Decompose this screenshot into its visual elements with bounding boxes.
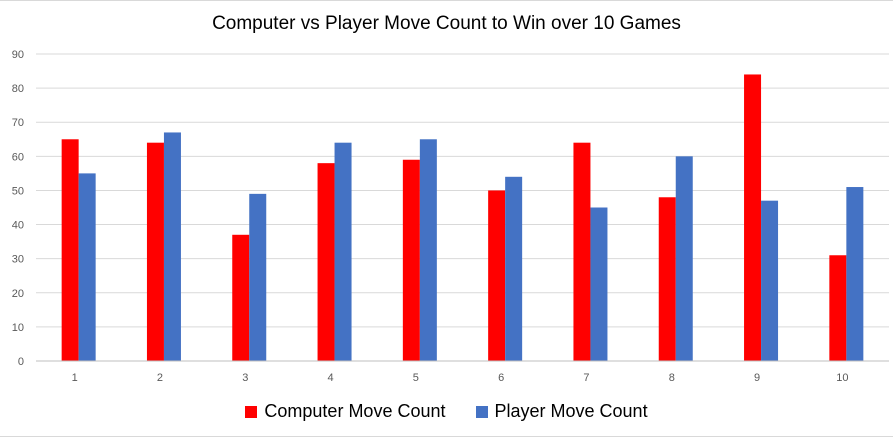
legend: Computer Move Count Player Move Count (0, 401, 893, 422)
bar-computer-game-4 (317, 163, 335, 361)
y-axis-tick-labels: 0 10 20 30 40 50 60 70 80 90 (12, 49, 24, 368)
x-tick-label-3: 3 (242, 372, 248, 384)
y-tick-label-90: 90 (12, 49, 24, 61)
x-tick-label-1: 1 (72, 372, 78, 384)
bar-player-game-4 (334, 142, 352, 361)
bar-player-game-1 (78, 173, 96, 361)
y-tick-label-70: 70 (12, 117, 24, 129)
bar-computer-game-9 (744, 74, 762, 361)
legend-item-computer: Computer Move Count (245, 401, 446, 422)
legend-swatch-player (475, 405, 488, 418)
bar-player-game-3 (249, 193, 267, 361)
bars (61, 74, 864, 361)
y-tick-label-30: 30 (12, 254, 24, 266)
y-tick-label-20: 20 (12, 288, 24, 300)
y-tick-label-10: 10 (12, 322, 24, 334)
x-tick-label-2: 2 (157, 372, 163, 384)
bar-computer-game-5 (402, 159, 420, 361)
bar-player-game-5 (419, 139, 437, 361)
bar-computer-game-2 (146, 142, 164, 361)
bar-player-game-10 (846, 187, 864, 361)
x-tick-label-7: 7 (583, 372, 589, 384)
bar-computer-game-6 (488, 190, 506, 361)
bar-computer-game-7 (573, 142, 591, 361)
x-axis-tick-labels: 1 2 3 4 5 6 7 8 9 10 (72, 372, 849, 384)
x-tick-label-5: 5 (413, 372, 419, 384)
y-tick-label-50: 50 (12, 185, 24, 197)
y-tick-label-80: 80 (12, 83, 24, 95)
bar-player-game-7 (590, 207, 608, 361)
y-tick-label-40: 40 (12, 220, 24, 232)
bar-computer-game-3 (232, 234, 250, 361)
bar-player-game-2 (163, 132, 181, 361)
x-tick-label-10: 10 (836, 372, 848, 384)
x-tick-label-9: 9 (754, 372, 760, 384)
bar-computer-game-1 (61, 139, 79, 361)
chart-title: Computer vs Player Move Count to Win ove… (212, 13, 681, 34)
bar-computer-game-10 (829, 255, 847, 361)
bar-computer-game-8 (658, 197, 676, 361)
legend-item-player: Player Move Count (475, 401, 648, 422)
x-tick-label-8: 8 (669, 372, 675, 384)
legend-swatch-computer (245, 405, 258, 418)
bar-player-game-8 (675, 156, 693, 361)
legend-label-player: Player Move Count (494, 401, 648, 421)
x-tick-label-4: 4 (327, 372, 333, 384)
y-tick-label-60: 60 (12, 151, 24, 163)
bar-player-game-9 (761, 200, 779, 361)
legend-label-computer: Computer Move Count (264, 401, 446, 421)
bar-player-game-6 (505, 176, 523, 361)
x-tick-label-6: 6 (498, 372, 504, 384)
y-tick-label-0: 0 (18, 356, 24, 368)
